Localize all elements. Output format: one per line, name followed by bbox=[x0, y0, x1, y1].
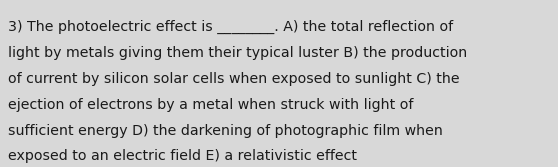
Text: 3) The photoelectric effect is ________. A) the total reflection of: 3) The photoelectric effect is ________.… bbox=[8, 20, 454, 34]
Text: ejection of electrons by a metal when struck with light of: ejection of electrons by a metal when st… bbox=[8, 98, 413, 112]
Text: of current by silicon solar cells when exposed to sunlight C) the: of current by silicon solar cells when e… bbox=[8, 72, 460, 86]
Text: light by metals giving them their typical luster B) the production: light by metals giving them their typica… bbox=[8, 46, 468, 60]
Text: sufficient energy D) the darkening of photographic film when: sufficient energy D) the darkening of ph… bbox=[8, 124, 443, 138]
Text: exposed to an electric field E) a relativistic effect: exposed to an electric field E) a relati… bbox=[8, 149, 357, 163]
